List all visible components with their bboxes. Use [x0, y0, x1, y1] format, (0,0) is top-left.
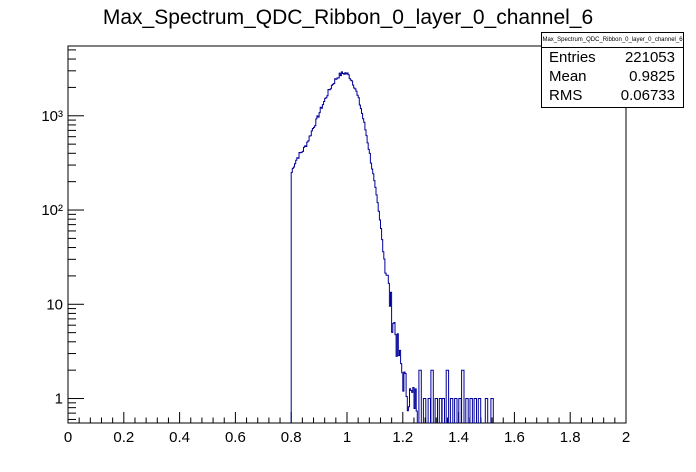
histogram-bin	[458, 398, 462, 423]
y-tick-label: 10³	[41, 108, 63, 125]
stats-value: 0.06733	[620, 87, 675, 104]
x-tick-label: 1.8	[560, 429, 581, 446]
y-axis: 1 10 10² 10³	[41, 49, 84, 420]
histogram-bin	[449, 398, 454, 423]
histogram-bin	[434, 398, 438, 423]
histogram-bin	[465, 398, 469, 423]
stats-row-rms: RMS 0.06733	[542, 86, 683, 105]
x-tick-label: 0.2	[113, 429, 134, 446]
histogram-bin	[473, 398, 477, 423]
x-tick-label: 0.4	[169, 429, 190, 446]
histogram-bin	[422, 398, 427, 423]
histogram-bin	[477, 398, 482, 423]
histogram-bin	[469, 398, 473, 423]
stats-value: 221053	[624, 49, 675, 66]
stats-label: Entries	[549, 49, 596, 66]
histogram-bin	[445, 369, 450, 423]
x-tick-label: 1	[343, 429, 351, 446]
histogram-bin	[427, 398, 431, 423]
histogram-bin	[430, 369, 434, 423]
y-tick-label: 1	[55, 391, 63, 408]
stats-row-mean: Mean 0.9825	[542, 67, 683, 86]
stats-label: RMS	[549, 87, 583, 104]
x-tick-label: 1.6	[504, 429, 525, 446]
chart-title: Max_Spectrum_QDC_Ribbon_0_layer_0_channe…	[102, 6, 594, 29]
histogram-series	[290, 71, 418, 423]
histogram-bin	[438, 398, 443, 423]
histogram-bin	[490, 398, 494, 423]
histogram-bin	[484, 398, 489, 423]
stats-box: Max_Spectrum_QDC_Ribbon_0_layer_0_channe…	[541, 32, 684, 108]
histogram-bin	[454, 398, 458, 423]
x-tick-label: 0	[64, 429, 72, 446]
y-tick-label: 10	[46, 296, 63, 313]
x-tick-label: 0.6	[225, 429, 246, 446]
histogram-bin	[461, 369, 465, 423]
x-axis: 0 0.2 0.4 0.6 0.8 1 1.2 1.4 1.6 1.8 2	[64, 412, 630, 446]
stats-row-entries: Entries 221053	[542, 48, 683, 67]
x-tick-label: 1.4	[448, 429, 469, 446]
stats-label: Mean	[549, 68, 587, 85]
x-tick-label: 1.2	[392, 429, 413, 446]
histogram-bin	[441, 398, 445, 423]
x-tick-label: 2	[622, 429, 630, 446]
y-tick-label: 10²	[41, 202, 63, 219]
x-tick-label: 0.8	[281, 429, 302, 446]
histogram-tail-bins	[418, 369, 494, 423]
stats-value: 0.9825	[629, 68, 675, 85]
histogram-bin	[418, 369, 422, 423]
stats-title: Max_Spectrum_QDC_Ribbon_0_layer_0_channe…	[542, 33, 683, 48]
